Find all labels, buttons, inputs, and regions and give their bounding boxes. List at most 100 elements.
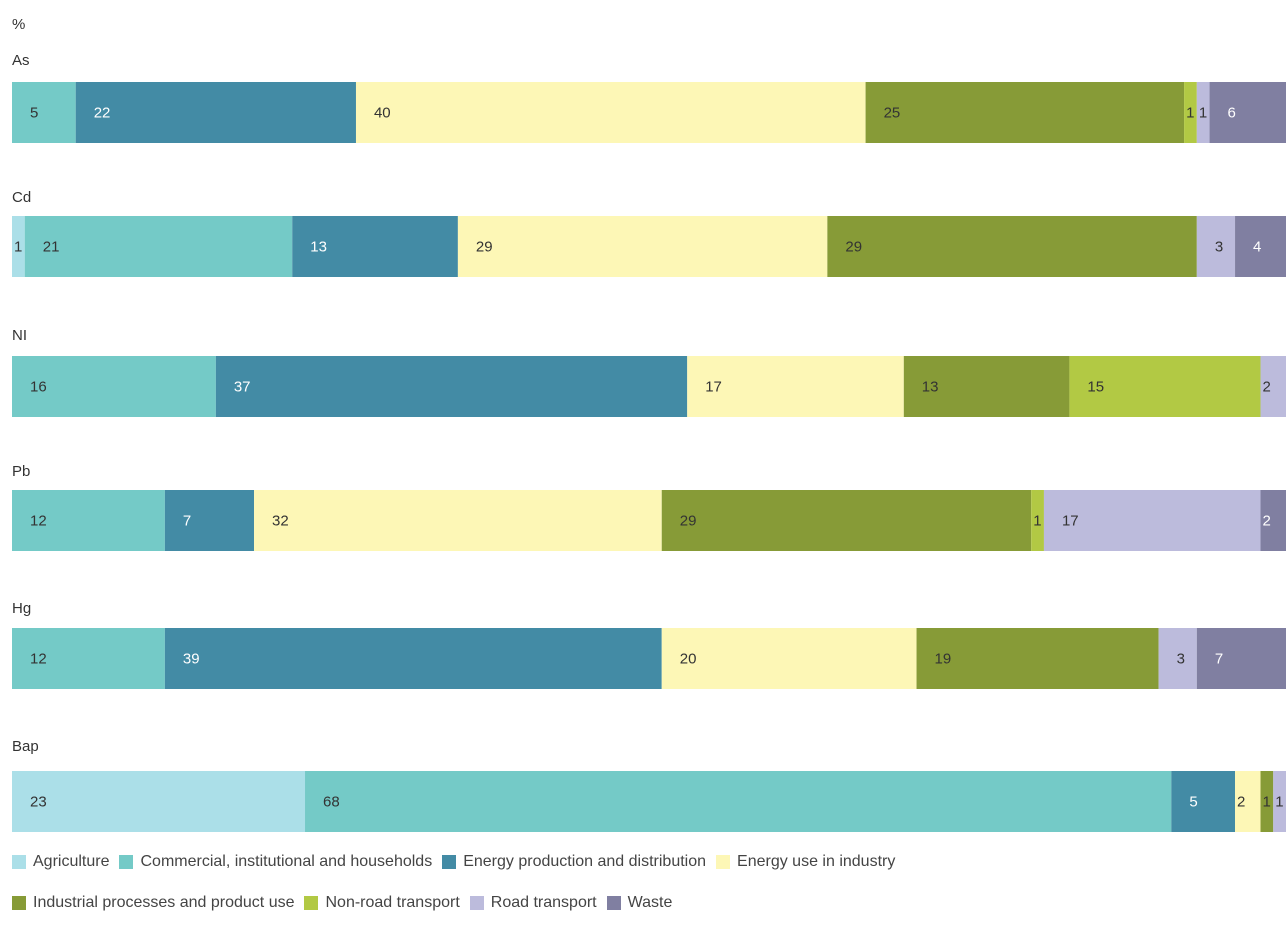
bar-segment-cd-commercial-institutional-and-households	[24, 216, 293, 277]
legend-item-waste: Waste	[606, 894, 673, 912]
bar-segment-as-industrial-processes-and-product-use	[865, 82, 1185, 143]
bar-segment-cd-industrial-processes-and-product-use	[827, 216, 1197, 277]
data-label-bap-road-transport: 1	[1275, 794, 1283, 811]
legend-label: Non-road transport	[325, 894, 460, 911]
bar-segment-bap-energy-use-in-industry	[1235, 771, 1261, 832]
bar-segment-pb-commercial-institutional-and-households	[12, 490, 165, 551]
bar-segment-bap-industrial-processes-and-product-use	[1260, 771, 1274, 832]
bar-segment-hg-energy-use-in-industry	[661, 628, 917, 689]
legend-item-energy-production-and-distribution: Energy production and distribution	[442, 853, 706, 871]
data-label-pb-commercial-institutional-and-households: 12	[30, 513, 47, 530]
data-label-pb-energy-production-and-distribution: 7	[183, 513, 191, 530]
bar-segment-cd-agriculture	[12, 216, 25, 277]
bar-segment-as-waste	[1209, 82, 1286, 143]
row-label-pb: Pb	[12, 463, 30, 480]
legend-swatch	[304, 896, 319, 910]
data-label-as-non-road-transport: 1	[1186, 105, 1194, 122]
data-label-pb-energy-use-in-industry: 32	[272, 513, 289, 530]
data-label-as-waste: 6	[1228, 105, 1236, 122]
legend-label: Commercial, institutional and households	[140, 853, 433, 870]
data-label-bap-agriculture: 23	[30, 794, 47, 811]
row-label-ni: NI	[12, 327, 27, 344]
bar-segment-pb-road-transport	[1043, 490, 1261, 551]
legend-label: Road transport	[490, 894, 597, 911]
bar-segment-bap-agriculture	[12, 771, 306, 832]
legend-label: Waste	[627, 894, 673, 911]
legend-swatch	[716, 855, 731, 869]
legend-swatch	[442, 855, 457, 869]
bar-segment-as-commercial-institutional-and-households	[12, 82, 76, 143]
legend-label: Industrial processes and product use	[33, 894, 295, 911]
data-label-cd-industrial-processes-and-product-use: 29	[845, 239, 862, 256]
chart-legend: Agriculture Commercial, institutional and…	[12, 850, 1282, 932]
data-label-hg-industrial-processes-and-product-use: 19	[935, 651, 952, 668]
legend-label: Energy production and distribution	[463, 853, 707, 870]
data-label-hg-road-transport: 3	[1177, 651, 1185, 668]
legend-label: Agriculture	[33, 853, 110, 870]
bar-segment-cd-energy-production-and-distribution	[292, 216, 458, 277]
legend-item-road-transport: Road transport	[469, 894, 597, 912]
bar-segment-pb-industrial-processes-and-product-use	[661, 490, 1032, 551]
bar-segment-hg-waste	[1196, 628, 1286, 689]
bar-segment-as-road-transport	[1196, 82, 1210, 143]
bar-segment-as-energy-production-and-distribution	[75, 82, 356, 143]
bar-segment-cd-energy-use-in-industry	[457, 216, 828, 277]
data-label-as-road-transport: 1	[1199, 105, 1207, 122]
row-label-cd: Cd	[12, 189, 31, 206]
bar-segment-as-energy-use-in-industry	[355, 82, 866, 143]
bar-segment-hg-road-transport	[1158, 628, 1197, 689]
data-label-hg-energy-production-and-distribution: 39	[183, 651, 200, 668]
legend-swatch	[12, 855, 26, 869]
bar-segment-ni-energy-production-and-distribution	[215, 356, 688, 417]
bar-segment-bap-energy-production-and-distribution	[1171, 771, 1236, 832]
data-label-ni-commercial-institutional-and-households: 16	[30, 379, 47, 396]
legend-item-agriculture: Agriculture	[12, 853, 109, 871]
legend-item-commercial-institutional-and-households: Commercial, institutional and households	[119, 853, 432, 871]
bar-segment-cd-road-transport	[1196, 216, 1236, 277]
bar-segment-pb-energy-use-in-industry	[254, 490, 662, 551]
data-label-pb-non-road-transport: 1	[1033, 513, 1041, 530]
data-label-cd-energy-production-and-distribution: 13	[310, 239, 327, 256]
data-label-bap-commercial-institutional-and-households: 68	[323, 794, 340, 811]
data-label-ni-road-transport: 2	[1263, 379, 1271, 396]
data-label-ni-non-road-transport: 15	[1087, 379, 1104, 396]
row-label-bap: Bap	[12, 738, 39, 755]
bar-segment-hg-energy-production-and-distribution	[164, 628, 662, 689]
data-label-bap-industrial-processes-and-product-use: 1	[1263, 794, 1271, 811]
data-label-bap-energy-use-in-industry: 2	[1237, 794, 1245, 811]
data-label-cd-road-transport: 3	[1215, 239, 1223, 256]
bar-segment-pb-non-road-transport	[1031, 490, 1044, 551]
data-label-pb-waste: 2	[1263, 513, 1271, 530]
data-label-cd-commercial-institutional-and-households: 21	[43, 239, 60, 256]
data-label-hg-waste: 7	[1215, 651, 1223, 668]
bar-segment-ni-commercial-institutional-and-households	[12, 356, 216, 417]
bar-segment-hg-industrial-processes-and-product-use	[916, 628, 1159, 689]
unit-label: %	[12, 16, 26, 33]
data-label-ni-energy-use-in-industry: 17	[705, 379, 722, 396]
legend-row-1: Agriculture Commercial, institutional and…	[12, 850, 1282, 874]
data-label-as-energy-use-in-industry: 40	[374, 105, 391, 122]
legend-swatch	[606, 896, 621, 910]
bar-segment-bap-commercial-institutional-and-households	[305, 771, 1172, 832]
data-label-pb-industrial-processes-and-product-use: 29	[680, 513, 697, 530]
data-label-hg-commercial-institutional-and-households: 12	[30, 651, 47, 668]
data-label-as-industrial-processes-and-product-use: 25	[884, 105, 901, 122]
bar-segment-pb-energy-production-and-distribution	[164, 490, 255, 551]
legend-swatch	[12, 896, 26, 910]
data-label-cd-agriculture: 1	[14, 239, 22, 256]
legend-label: Energy use in industry	[737, 853, 896, 870]
legend-item-industrial-processes-and-product-use: Industrial processes and product use	[12, 894, 294, 912]
bar-segment-cd-waste	[1235, 216, 1286, 277]
row-label-hg: Hg	[12, 600, 31, 617]
bar-segment-ni-road-transport	[1260, 356, 1286, 417]
bar-segment-as-non-road-transport	[1184, 82, 1197, 143]
data-label-cd-energy-use-in-industry: 29	[476, 239, 493, 256]
legend-item-energy-use-in-industry: Energy use in industry	[716, 853, 895, 871]
legend-swatch	[469, 896, 484, 910]
data-label-ni-energy-production-and-distribution: 37	[234, 379, 251, 396]
data-label-ni-industrial-processes-and-product-use: 13	[922, 379, 939, 396]
bar-segment-ni-energy-use-in-industry	[687, 356, 904, 417]
bar-segment-pb-waste	[1260, 490, 1286, 551]
row-label-as: As	[12, 52, 30, 69]
